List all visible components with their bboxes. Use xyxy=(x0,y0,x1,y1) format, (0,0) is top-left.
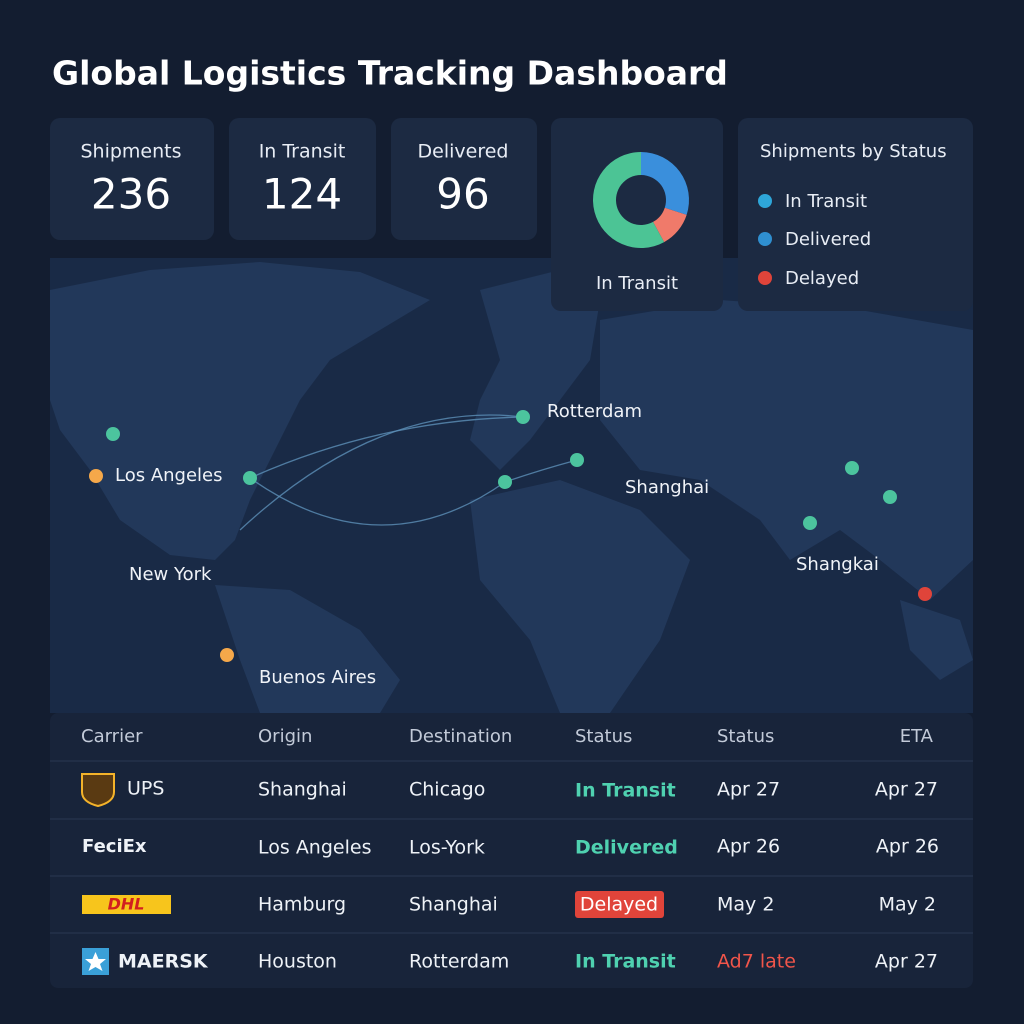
table-row: UPS Shanghai Chicago In Transit Apr 27 A… xyxy=(81,773,938,808)
map-point xyxy=(516,410,530,424)
column-header: Carrier xyxy=(81,726,143,747)
map-point xyxy=(918,587,932,601)
status-date: May 2 xyxy=(717,894,774,916)
donut-segment xyxy=(641,152,689,215)
map-point xyxy=(498,475,512,489)
route xyxy=(249,416,524,479)
status: In Transit xyxy=(575,951,676,973)
city-label: Rotterdam xyxy=(547,401,642,422)
kpi-value: 96 xyxy=(436,170,489,219)
title: Global Logistics Tracking Dashboard xyxy=(52,54,728,93)
map-point xyxy=(803,516,817,530)
map-points xyxy=(89,410,932,662)
eta: Apr 26 xyxy=(876,836,939,858)
donut-card xyxy=(551,118,723,311)
legend-label: Delayed xyxy=(785,268,859,289)
status-date: Ad7 late xyxy=(717,951,796,973)
status: Delivered xyxy=(575,837,678,859)
city-label: Shangkai xyxy=(796,554,879,575)
map: Rotterdam Los Angeles Shanghai New York … xyxy=(50,258,973,713)
destination: Los-York xyxy=(409,837,485,859)
eta: Apr 27 xyxy=(875,951,938,973)
status-date: Apr 27 xyxy=(717,779,780,801)
kpi-card xyxy=(229,118,376,240)
column-header: Status xyxy=(575,726,632,747)
map-point xyxy=(883,490,897,504)
route xyxy=(239,414,524,531)
kpi-card xyxy=(391,118,537,240)
origin: Los Angeles xyxy=(258,837,371,859)
destination: Chicago xyxy=(409,779,485,801)
status-date: Apr 26 xyxy=(717,836,780,858)
carrier: MAERSK xyxy=(118,951,209,973)
south-america xyxy=(215,585,400,713)
map-point xyxy=(243,471,257,485)
column-header: Origin xyxy=(258,726,312,747)
legend-swatch xyxy=(758,194,772,208)
table-row: MAERSK Houston Rotterdam In Transit Ad7 … xyxy=(82,948,938,975)
kpi-label: Delivered xyxy=(418,141,509,163)
map-point xyxy=(845,461,859,475)
dhl-logo xyxy=(82,895,171,914)
map-point xyxy=(106,427,120,441)
carrier: UPS xyxy=(127,778,164,800)
route xyxy=(249,477,506,526)
carrier: DHL xyxy=(108,895,145,914)
eta: May 2 xyxy=(879,894,936,916)
kpi-value: 124 xyxy=(262,170,342,219)
origin: Shanghai xyxy=(258,779,347,801)
legend-swatch xyxy=(758,232,772,246)
carrier: FeciEx xyxy=(82,836,147,857)
donut-label: In Transit xyxy=(596,273,678,294)
maersk-star xyxy=(85,952,106,971)
legend-title: Shipments by Status xyxy=(760,141,947,162)
legend-label: Delivered xyxy=(785,229,871,250)
north-america xyxy=(50,262,430,560)
city-label: Buenos Aires xyxy=(259,667,376,688)
city-label: Shanghai xyxy=(625,477,709,498)
map-point xyxy=(570,453,584,467)
status-badge xyxy=(575,891,664,918)
kpi-card xyxy=(50,118,214,240)
donut xyxy=(593,152,689,248)
map-point xyxy=(89,469,103,483)
asia xyxy=(600,300,973,600)
status: Delayed xyxy=(580,894,658,916)
table-row: FeciEx Los Angeles Los-York Delivered Ap… xyxy=(82,836,939,859)
donut-segment xyxy=(593,152,665,248)
table-header: Carrier Origin Destination Status Status… xyxy=(81,726,934,747)
column-header: ETA xyxy=(900,726,934,747)
destination: Rotterdam xyxy=(409,951,509,973)
origin: Houston xyxy=(258,951,337,973)
europe xyxy=(470,270,600,470)
kpi-label: In Transit xyxy=(259,141,346,163)
kpi-label: Shipments xyxy=(80,141,181,163)
origin: Hamburg xyxy=(258,894,346,916)
kpi-value: 236 xyxy=(91,170,171,219)
legend-card xyxy=(738,118,973,311)
legend-label: In Transit xyxy=(785,191,867,212)
table xyxy=(50,713,973,988)
legend-swatch xyxy=(758,271,772,285)
ups-logo xyxy=(81,773,115,808)
donut-segment xyxy=(653,207,687,243)
city-label: New York xyxy=(129,564,212,585)
status: In Transit xyxy=(575,780,676,802)
eta: Apr 27 xyxy=(875,779,938,801)
column-header: Status xyxy=(717,726,774,747)
city-label: Los Angeles xyxy=(115,465,223,486)
table-row: DHL Hamburg Shanghai Delayed May 2 May 2 xyxy=(82,891,936,918)
destination: Shanghai xyxy=(409,894,498,916)
southeast-asia xyxy=(900,600,973,680)
africa xyxy=(470,480,690,713)
map-point xyxy=(220,648,234,662)
column-header: Destination xyxy=(409,726,512,747)
